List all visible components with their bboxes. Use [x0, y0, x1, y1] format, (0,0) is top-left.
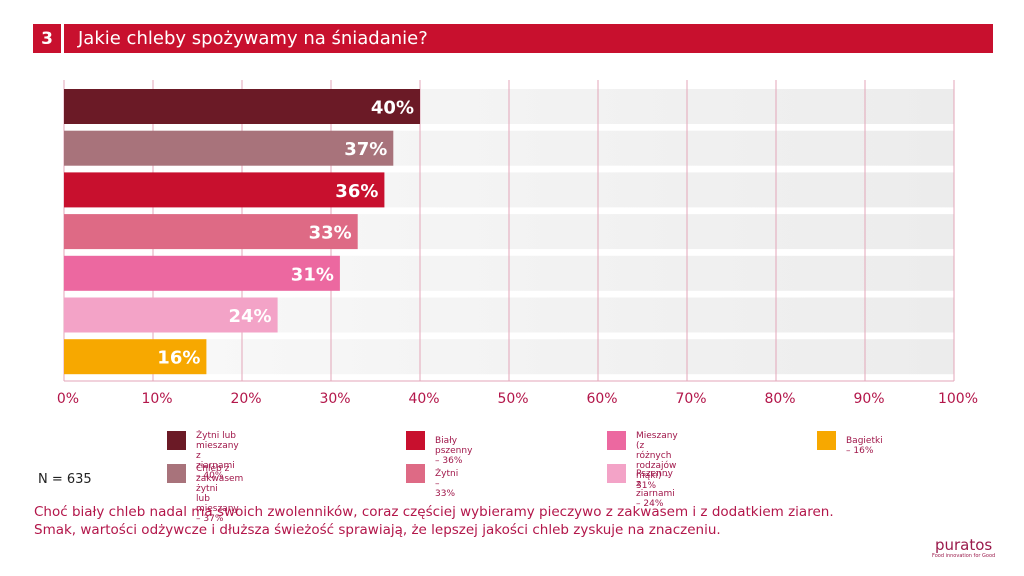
legend-label: Mieszany (z różnych rodzajów mąki) – 31%: [636, 431, 678, 491]
bar: [64, 172, 385, 208]
bar-value-label: 36%: [335, 181, 378, 202]
sample-size: N = 635: [38, 472, 92, 487]
legend-label: Żytni – 33%: [435, 469, 459, 499]
bar-value-label: 33%: [309, 223, 352, 244]
legend-label: Bagietki – 16%: [846, 436, 883, 456]
legend-swatch: [167, 464, 186, 483]
legend-label: Chleb z zakwasem żytni lub mieszany – 37…: [196, 464, 244, 524]
legend-swatch: [607, 431, 626, 450]
x-tick-label: 60%: [586, 391, 617, 407]
bar-chart: 40% 37% 36% 33% 31% 24% 16% 0% 10% 20% 30% 40% 50% 60…: [57, 80, 978, 407]
x-tick-label: 30%: [319, 391, 350, 407]
bar: [64, 297, 278, 333]
summary-note: Choć biały chleb nadal ma swoich zwolenn…: [34, 503, 834, 539]
slide-title-text: Jakie chleby spożywamy na śniadanie?: [78, 28, 428, 49]
logo-brand: puratos: [934, 536, 993, 554]
legend-swatch: [406, 431, 425, 450]
bar: [64, 339, 207, 375]
bar: [64, 130, 394, 166]
bar-value-label: 24%: [229, 306, 272, 327]
x-tick-label: 80%: [764, 391, 795, 407]
bar-value-label: 31%: [291, 264, 334, 285]
logo-tagline: Food innovation for Good: [932, 553, 996, 559]
x-tick-label: 0%: [57, 391, 79, 407]
bar-value-label: 16%: [157, 348, 200, 369]
bar: [64, 255, 340, 291]
x-tick-label: 90%: [853, 391, 884, 407]
legend-swatch: [406, 464, 425, 483]
legend-label: Pszenny z ziarnami – 24%: [636, 469, 675, 509]
slide-number: 3: [33, 24, 61, 53]
summary-line-2: Smak, wartości odżywcze i dłuższa świeżo…: [34, 522, 721, 538]
x-tick-label: 20%: [230, 391, 261, 407]
bar: [64, 89, 420, 124]
legend-label: Biały pszenny – 36%: [435, 436, 473, 466]
bar-value-label: 40%: [371, 98, 414, 119]
legend-swatch: [817, 431, 836, 450]
x-tick-label: 10%: [141, 391, 172, 407]
summary-line-1: Choć biały chleb nadal ma swoich zwolenn…: [34, 504, 834, 520]
bar-value-label: 37%: [344, 139, 387, 160]
legend-label: Żytni lub mieszany z ziarnami – 40%: [196, 431, 239, 481]
x-tick-label: 70%: [675, 391, 706, 407]
legend-swatch: [167, 431, 186, 450]
legend-swatch: [607, 464, 626, 483]
slide-title: Jakie chleby spożywamy na śniadanie?: [64, 24, 993, 53]
x-tick-label: 50%: [497, 391, 528, 407]
bar: [64, 214, 358, 250]
x-tick-label: 100%: [938, 391, 978, 407]
x-tick-label: 40%: [408, 391, 439, 407]
puratos-logo: puratos Food innovation for Good: [932, 536, 996, 560]
